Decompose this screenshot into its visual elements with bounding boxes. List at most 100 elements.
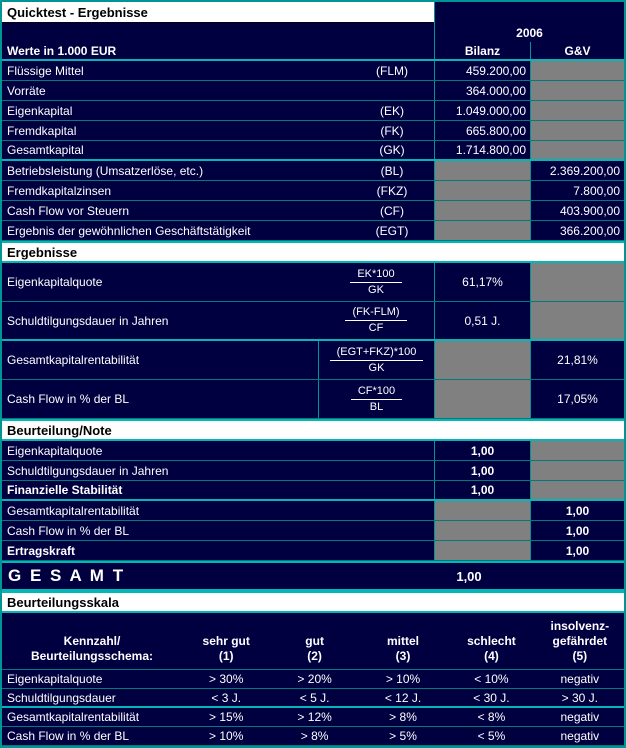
scale-col-header-mittel: mittel (3): [359, 613, 447, 669]
bilanz-value-cell[interactable]: 1.049.000,00: [434, 101, 530, 120]
scale-cell: > 10%: [385, 672, 421, 686]
formula-cell: EK*100 GK: [318, 263, 434, 301]
note-label: Schuldtilgungsdauer in Jahren: [7, 463, 169, 478]
note-row: Cash Flow in % der BL 1,00: [2, 521, 624, 541]
row-label: Betriebsleistung (Umsatzerlöse, etc.): [7, 163, 204, 178]
bilanz-column-header: Bilanz: [434, 42, 530, 59]
gv-result-cell[interactable]: 21,81%: [530, 341, 624, 379]
row-code: (EGT): [375, 223, 409, 238]
gv-na-cell: [530, 121, 624, 140]
formula-fraction: CF*100 BL: [350, 384, 403, 415]
formula-fraction: (EGT+FKZ)*100 GK: [329, 345, 424, 376]
gv-value-cell[interactable]: 7.800,00: [530, 181, 624, 200]
scale-col-header-schlecht: schlecht (4): [447, 613, 535, 669]
note-row: Eigenkapitalquote 1,00: [2, 441, 624, 461]
scale-col-line2: gefährdet: [552, 634, 608, 648]
scale-col-line2: (4): [484, 649, 499, 663]
gv-note-cell[interactable]: 1,00: [530, 501, 624, 520]
scale-cell: > 5%: [389, 729, 417, 743]
gv-na-cell: [530, 441, 624, 460]
bilanz-na-cell: [434, 221, 530, 240]
row-label: Eigenkapital: [7, 103, 73, 118]
year-cell[interactable]: 2006: [434, 24, 624, 42]
row-label: Ergebnis der gewöhnlichen Geschäftstätig…: [7, 223, 251, 238]
gv-na-cell: [530, 461, 624, 480]
bilanz-value-cell[interactable]: 665.800,00: [434, 121, 530, 140]
gv-na-cell: [530, 61, 624, 80]
ratio-label: Gesamtkapitalrentabilität: [7, 353, 140, 367]
scale-col-line1: mittel: [387, 634, 420, 648]
table-row: Cash Flow vor Steuern (CF) 403.900,00: [2, 201, 624, 221]
scale-row-label: Gesamtkapitalrentabilität: [7, 710, 140, 724]
row-code: (CF): [380, 203, 404, 218]
bilanz-na-cell: [434, 181, 530, 200]
note-row: Schuldtilgungsdauer in Jahren 1,00: [2, 461, 624, 481]
title-bar: Quicktest - Ergebnisse: [2, 2, 624, 24]
scale-col-line1: sehr gut: [202, 634, 250, 648]
table-row: Flüssige Mittel (FLM) 459.200,00: [2, 61, 624, 81]
gv-note-cell[interactable]: 1,00: [530, 521, 624, 540]
scale-col-line2: (2): [307, 649, 322, 663]
gv-result-cell[interactable]: 17,05%: [530, 380, 624, 418]
gesamt-value[interactable]: 1,00: [456, 568, 482, 584]
bilanz-na-cell: [434, 161, 530, 180]
scale-cell: > 12%: [297, 710, 332, 724]
scale-row: Gesamtkapitalrentabilität > 15% > 12% > …: [2, 708, 624, 727]
scale-col-line2: (3): [395, 649, 411, 663]
table-row: Betriebsleistung (Umsatzerlöse, etc.) (B…: [2, 161, 624, 181]
bilanz-na-cell: [434, 521, 530, 540]
row-code: (GK): [379, 143, 405, 157]
scale-col-header-gut: gut (2): [270, 613, 358, 669]
bilanz-note-cell[interactable]: 1,00: [434, 441, 530, 460]
ratio-label: Schuldtilgungsdauer in Jahren: [7, 313, 169, 328]
bilanz-na-cell: [434, 380, 530, 418]
gv-value-cell[interactable]: 366.200,00: [530, 221, 624, 240]
scale-cell: negativ: [560, 729, 600, 743]
bilanz-result-cell[interactable]: 0,51 J.: [434, 302, 530, 339]
formula-denominator: GK: [368, 361, 385, 374]
year-row-spacer: [2, 24, 434, 42]
row-code: (BL): [380, 163, 404, 178]
section-header-skala: Beurteilungsskala: [2, 591, 624, 613]
section-header-beurteilung: Beurteilung/Note: [2, 419, 624, 441]
scale-cell: > 30 J.: [561, 690, 598, 705]
bilanz-note-cell[interactable]: 1,00: [434, 461, 530, 480]
gesamt-label: G E S A M T: [8, 566, 126, 585]
formula-cell: CF*100 BL: [318, 380, 434, 418]
formula-cell: (EGT+FKZ)*100 GK: [318, 341, 434, 379]
bilanz-na-cell: [434, 341, 530, 379]
bilanz-value-cell[interactable]: 364.000,00: [434, 81, 530, 100]
bilanz-value-cell[interactable]: 459.200,00: [434, 61, 530, 80]
row-code: (EK): [380, 103, 404, 118]
scale-col-header-sehr-gut: sehr gut (1): [182, 613, 270, 669]
scale-col-line1: insolvenz-: [550, 619, 610, 633]
note-label: Ertragskraft: [7, 543, 76, 558]
bilanz-na-cell: [434, 541, 530, 560]
gv-value-cell[interactable]: 2.369.200,00: [530, 161, 624, 180]
bilanz-value-cell[interactable]: 1.714.800,00: [434, 141, 530, 159]
scale-kennzahl-line1: Kennzahl/: [63, 634, 121, 648]
ratio-row: Cash Flow in % der BL CF*100 BL 17,05%: [2, 380, 624, 419]
row-label: Fremdkapitalzinsen: [7, 183, 112, 198]
formula-denominator: CF: [368, 322, 384, 334]
scale-col-line2: (1): [218, 649, 234, 663]
bilanz-result-cell[interactable]: 61,17%: [434, 263, 530, 301]
scale-cell: > 30%: [209, 672, 244, 686]
ratio-label: Eigenkapitalquote: [7, 275, 103, 289]
note-label: Finanzielle Stabilität: [7, 483, 123, 497]
bilanz-note-cell[interactable]: 1,00: [434, 481, 530, 499]
note-label: Gesamtkapitalrentabilität: [7, 503, 140, 518]
scale-row-label: Eigenkapitalquote: [7, 672, 103, 686]
gv-na-cell: [530, 481, 624, 499]
formula-numerator: (FK-FLM): [345, 305, 407, 321]
scale-kennzahl-line2: Beurteilungsschema:: [30, 649, 154, 663]
gv-note-cell[interactable]: 1,00: [530, 541, 624, 560]
scale-col-line3: (5): [572, 649, 588, 663]
row-label: Vorräte: [7, 83, 46, 98]
scale-cell: > 8%: [300, 729, 329, 743]
bilanz-na-cell: [434, 501, 530, 520]
gv-value-cell[interactable]: 403.900,00: [530, 201, 624, 220]
gv-na-cell: [530, 141, 624, 159]
bilanz-na-cell: [434, 201, 530, 220]
section-header-ergebnisse: Ergebnisse: [2, 241, 624, 263]
